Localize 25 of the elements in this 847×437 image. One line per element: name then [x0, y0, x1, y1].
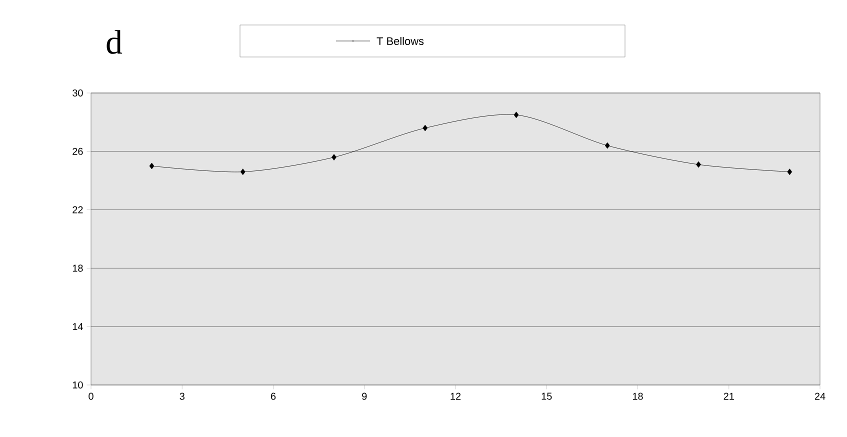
x-tick-label: 15 [542, 392, 552, 400]
x-tick-label: 6 [270, 392, 276, 400]
y-tick-label: 22 [72, 206, 83, 214]
point [240, 168, 246, 176]
point [787, 168, 792, 176]
point [149, 162, 154, 170]
y-tick-label: 14 [72, 323, 83, 330]
point [604, 142, 610, 149]
x-tick-label: 24 [814, 392, 826, 400]
point [332, 154, 336, 160]
y-tick-label: 10 [72, 381, 83, 389]
x-tick-label: 12 [450, 392, 461, 400]
text: d [106, 30, 122, 54]
x-tick-label: 0 [88, 392, 94, 400]
x-tick-label: 3 [180, 392, 184, 400]
legend-label: T Bellows [376, 36, 424, 46]
x-tick-label: 18 [632, 392, 643, 400]
point [422, 124, 428, 132]
point [514, 112, 519, 118]
y-tick-label: 18 [72, 264, 83, 272]
point [696, 161, 701, 168]
x-tick-label: 9 [362, 392, 367, 400]
y-tick-label: 30 [72, 89, 83, 97]
x-tick-label: 21 [724, 392, 734, 400]
y-tick-label: 26 [72, 148, 83, 155]
